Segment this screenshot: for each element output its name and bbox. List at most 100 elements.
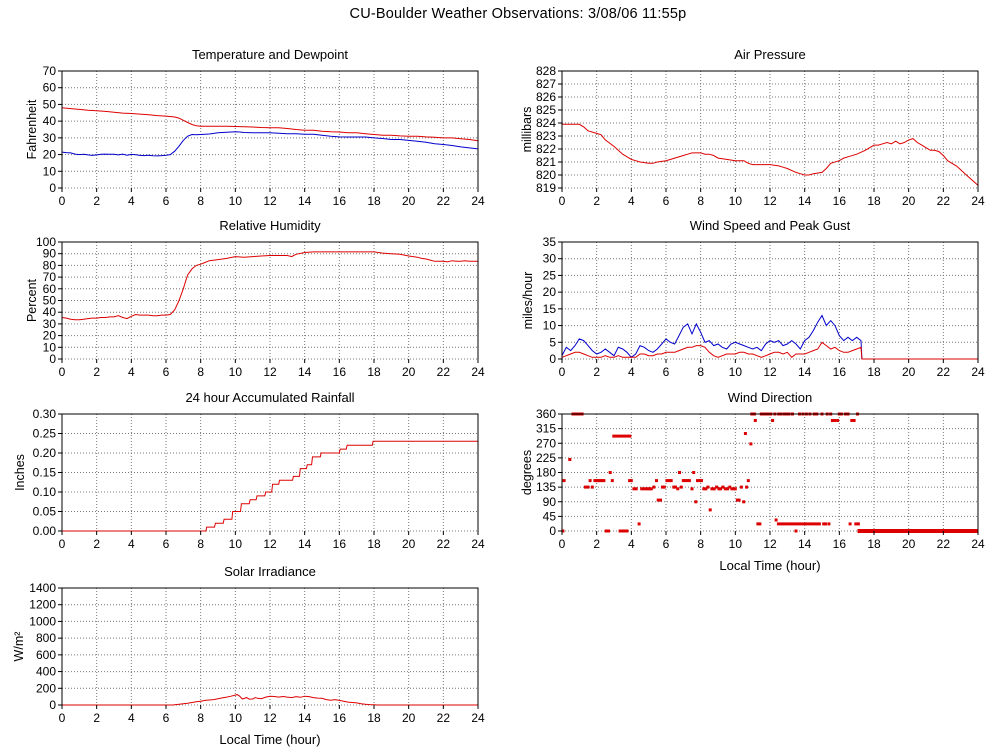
x-tick-label: 0 (559, 365, 566, 379)
y-tick-label: 20 (543, 285, 557, 299)
y-tick-label: 90 (43, 247, 57, 261)
y-tick-label: 10 (43, 340, 57, 354)
chart-title: Relative Humidity (219, 218, 321, 233)
x-tick-label: 14 (798, 365, 812, 379)
chart-solar_irradiance: 0 2 4 6 8 10 12 14 16 18 20 22 240200400600800100012… (12, 564, 485, 747)
series-pressure (562, 123, 979, 186)
x-tick-label: 0 (59, 537, 66, 551)
y-tick-label: 826 (536, 90, 556, 104)
chart-rainfall_24h: 0 2 4 6 8 10 12 14 16 18 20 22 240.000.050.100.150.2… (13, 390, 485, 551)
x-tick-label: 0 (59, 194, 66, 208)
x-tick-label: 12 (263, 365, 277, 379)
y-tick-label: 5 (549, 335, 556, 349)
y-tick-label: 0.20 (33, 446, 57, 460)
series-rainfall (62, 440, 478, 532)
x-tick-label: 22 (937, 365, 951, 379)
y-axis-label: miles/hour (521, 272, 535, 330)
x-tick-label: 24 (471, 537, 485, 551)
x-tick-label: 18 (867, 537, 881, 551)
chart-title: 24 hour Accumulated Rainfall (185, 390, 354, 405)
y-tick-label: 50 (43, 97, 57, 111)
x-tick-label: 10 (229, 194, 243, 208)
x-tick-label: 16 (833, 365, 847, 379)
scatter-run (612, 434, 632, 438)
y-tick-label: 20 (43, 148, 57, 162)
x-tick-label: 8 (197, 537, 204, 551)
chart-title: Solar Irradiance (224, 564, 316, 579)
y-tick-label: 823 (536, 129, 556, 143)
y-tick-label: 0 (49, 181, 56, 195)
y-tick-label: 822 (536, 142, 556, 156)
x-tick-label: 20 (402, 365, 416, 379)
y-tick-label: 0.25 (33, 427, 57, 441)
x-tick-label: 24 (971, 194, 985, 208)
y-tick-label: 70 (43, 270, 57, 284)
x-tick-label: 14 (298, 365, 312, 379)
x-tick-label: 22 (437, 365, 451, 379)
x-tick-label: 2 (593, 194, 600, 208)
y-tick-label: 821 (536, 155, 556, 169)
x-tick-label: 10 (229, 365, 243, 379)
x-tick-label: 18 (867, 365, 881, 379)
y-tick-label: 1400 (29, 581, 56, 595)
y-tick-label: 315 (536, 422, 556, 436)
y-tick-label: 0 (549, 524, 556, 538)
x-tick-label: 8 (697, 537, 704, 551)
chart-wind_direction: 0 2 4 6 8 10 12 14 16 18 20 22 240459013518022527031… (520, 390, 985, 573)
x-tick-label: 0 (559, 194, 566, 208)
x-tick-label: 16 (333, 537, 347, 551)
y-tick-label: 820 (536, 168, 556, 182)
y-tick-label: 180 (536, 466, 556, 480)
x-tick-label: 4 (128, 537, 135, 551)
x-tick-label: 18 (367, 711, 381, 725)
x-tick-label: 12 (263, 194, 277, 208)
x-tick-label: 20 (902, 537, 916, 551)
y-tick-label: 135 (536, 480, 556, 494)
y-tick-label: 0.10 (33, 485, 57, 499)
series-humidity (61, 251, 478, 321)
x-tick-label: 20 (402, 537, 416, 551)
x-axis-label: Local Time (hour) (719, 558, 820, 573)
x-tick-label: 6 (663, 537, 670, 551)
chart-title: Air Pressure (734, 47, 806, 62)
x-tick-label: 8 (697, 365, 704, 379)
y-tick-label: 40 (43, 305, 57, 319)
y-axis-label: Inches (13, 454, 27, 491)
x-tick-label: 14 (298, 194, 312, 208)
x-tick-label: 24 (471, 711, 485, 725)
x-tick-label: 22 (437, 194, 451, 208)
y-tick-label: 20 (43, 329, 57, 343)
scatter-run (857, 529, 978, 533)
y-tick-label: 70 (43, 64, 57, 78)
y-tick-label: 600 (36, 648, 56, 662)
y-tick-label: 30 (543, 252, 557, 266)
x-tick-label: 4 (628, 194, 635, 208)
plot-frame (561, 70, 979, 188)
y-tick-label: 0 (49, 698, 56, 712)
x-tick-label: 24 (471, 194, 485, 208)
y-tick-label: 0 (49, 352, 56, 366)
y-tick-label: 828 (536, 64, 556, 78)
plot-frame (61, 587, 479, 705)
x-tick-label: 6 (163, 194, 170, 208)
y-tick-label: 1000 (29, 614, 56, 628)
x-tick-label: 4 (628, 537, 635, 551)
x-tick-label: 16 (833, 194, 847, 208)
y-tick-label: 827 (536, 77, 556, 91)
y-tick-label: 90 (543, 495, 557, 509)
series-irradiance (62, 694, 478, 706)
y-tick-label: 800 (36, 631, 56, 645)
x-tick-label: 16 (333, 365, 347, 379)
chart-title: Wind Speed and Peak Gust (690, 218, 851, 233)
x-tick-label: 18 (367, 194, 381, 208)
chart-air_pressure: 0 2 4 6 8 10 12 14 16 18 20 22 248198208218228238248… (520, 47, 985, 208)
y-axis-label: millibars (520, 107, 534, 153)
x-tick-label: 14 (298, 711, 312, 725)
y-tick-label: 30 (43, 131, 57, 145)
y-tick-label: 25 (543, 268, 557, 282)
x-tick-label: 24 (971, 537, 985, 551)
y-tick-label: 30 (43, 317, 57, 331)
x-tick-label: 4 (128, 711, 135, 725)
y-tick-label: 825 (536, 103, 556, 117)
